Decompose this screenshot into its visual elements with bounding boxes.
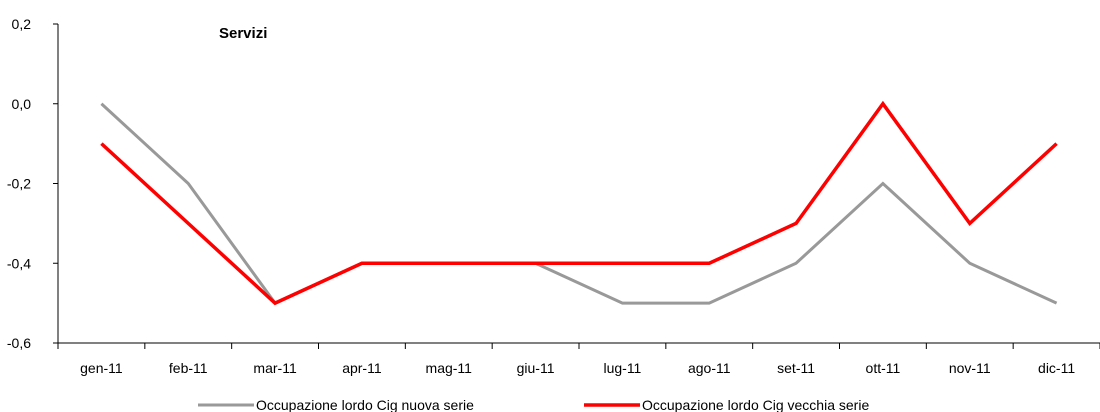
- x-tick-label: ott-11: [866, 360, 901, 376]
- series-line-1: [100, 102, 1058, 306]
- y-tick-label: -0,2: [7, 176, 31, 192]
- y-axis-ticks: 0,2 0,0 -0,2 -0,4 -0,6: [7, 16, 58, 351]
- x-tick-label: nov-11: [949, 360, 991, 376]
- legend-label-2: Occupazione lordo Cig vecchia serie: [642, 397, 869, 412]
- x-tick-label: feb-11: [169, 360, 208, 376]
- x-tick-label: lug-11: [603, 360, 641, 376]
- y-tick-label: 0,2: [12, 16, 32, 32]
- chart-title: Servizi: [219, 25, 267, 42]
- x-tick-label: dic-11: [1038, 360, 1075, 376]
- chart-axes: [57, 24, 1100, 344]
- x-tick-label: apr-11: [342, 360, 382, 376]
- y-tick-label: -0,4: [7, 255, 31, 271]
- legend: Occupazione lordo Cig nuova serie Occupaz…: [198, 397, 869, 412]
- x-tick-label: ago-11: [688, 360, 731, 376]
- x-tick-label: gen-11: [80, 360, 123, 376]
- y-tick-label: -0,6: [7, 335, 31, 351]
- x-tick-label: mar-11: [253, 360, 297, 376]
- y-tick-label: 0,0: [12, 96, 32, 112]
- x-tick-label: mag-11: [426, 360, 473, 376]
- legend-label-1: Occupazione lordo Cig nuova serie: [256, 397, 474, 412]
- series-lines: [100, 100, 1058, 306]
- x-axis-ticks: gen-11 feb-11 mar-11 apr-11 mag-11 giu-11 lug-…: [57, 343, 1100, 376]
- x-tick-label: set-11: [777, 360, 815, 376]
- x-tick-label: giu-11: [517, 360, 555, 376]
- series-line-2: [100, 100, 1058, 306]
